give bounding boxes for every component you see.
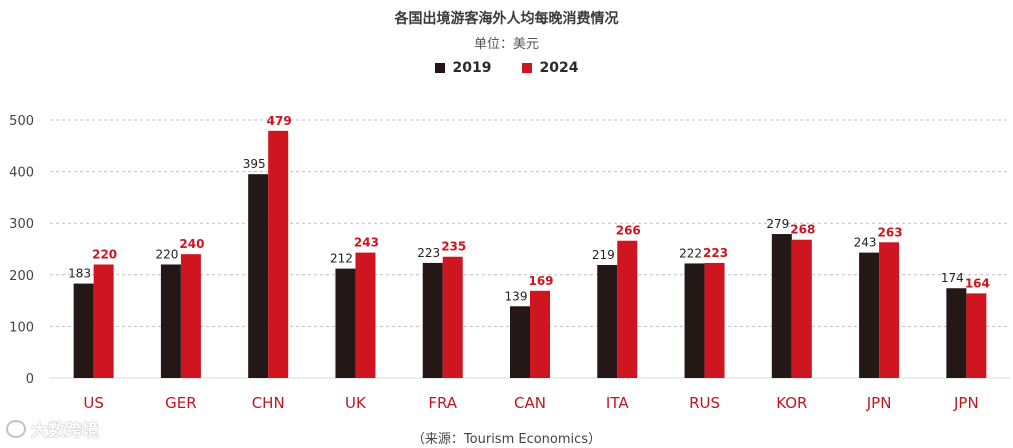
data-label-2019: 243 xyxy=(854,236,877,250)
legend-label-2019: 2019 xyxy=(452,60,492,76)
bar-2024-uk xyxy=(355,252,376,378)
data-label-2019: 183 xyxy=(68,267,91,281)
bar-2024-jpn xyxy=(879,242,900,378)
x-tick-label: RUS xyxy=(689,394,720,412)
bar-2024-jpn xyxy=(966,293,987,378)
y-tick-label: 0 xyxy=(26,372,34,387)
data-label-2024: 169 xyxy=(528,274,553,288)
x-tick-label: JPN xyxy=(953,394,979,412)
data-label-2019: 219 xyxy=(592,248,615,262)
y-tick-label: 100 xyxy=(9,320,34,335)
bar-2019-ita xyxy=(597,264,618,378)
data-label-2024: 268 xyxy=(790,223,815,237)
bar-2024-rus xyxy=(704,262,725,378)
bar-2024-us xyxy=(93,264,114,378)
bar-2019-kor xyxy=(771,234,792,378)
data-label-2019: 222 xyxy=(679,246,702,260)
x-tick-label: GER xyxy=(165,394,197,412)
data-label-2024: 220 xyxy=(92,247,117,261)
watermark-text: 大数跨境 xyxy=(31,421,99,441)
x-tick-label: KOR xyxy=(776,394,807,412)
chart-legend: 2019 2024 xyxy=(0,60,1013,76)
x-tick-label: US xyxy=(83,394,104,412)
x-tick-label: UK xyxy=(345,394,367,412)
bar-2019-can xyxy=(510,306,530,378)
data-label-2019: 139 xyxy=(505,289,528,303)
legend-swatch-2019 xyxy=(434,63,445,73)
data-label-2024: 243 xyxy=(354,236,379,250)
bar-2019-us xyxy=(73,283,94,378)
bar-2019-fra xyxy=(422,262,443,378)
data-label-2019: 395 xyxy=(243,157,266,171)
data-label-2024: 263 xyxy=(878,225,903,239)
data-label-2024: 266 xyxy=(616,224,641,238)
data-label-2024: 223 xyxy=(703,246,728,260)
watermark-logo-icon xyxy=(6,419,26,438)
y-tick-label: 400 xyxy=(9,166,34,181)
bar-2019-rus xyxy=(684,263,705,378)
data-label-2024: 240 xyxy=(179,237,204,251)
data-label-2024: 479 xyxy=(267,114,292,128)
bar-2024-chn xyxy=(268,130,289,378)
legend-item-2024: 2024 xyxy=(521,60,579,76)
data-label-2024: 164 xyxy=(965,276,990,290)
y-tick-label: 300 xyxy=(9,217,34,232)
bar-2019-jpn xyxy=(946,288,967,378)
data-label-2019: 279 xyxy=(766,217,789,231)
x-tick-label: JPN xyxy=(866,394,892,412)
chart-title: 各国出境游客海外人均每晚消费情况 xyxy=(394,11,619,27)
legend-label-2024: 2024 xyxy=(539,60,579,76)
bar-2024-kor xyxy=(791,239,812,378)
bar-2019-chn xyxy=(248,174,269,378)
bar-2019-uk xyxy=(335,268,356,378)
data-label-2019: 174 xyxy=(941,271,964,285)
x-tick-label: FRA xyxy=(428,394,457,412)
data-label-2019: 212 xyxy=(330,252,353,266)
chart-source: （来源：Tourism Economics） xyxy=(411,432,602,447)
y-tick-label: 500 xyxy=(9,114,34,129)
y-tick-label: 200 xyxy=(9,269,34,284)
x-tick-label: CAN xyxy=(514,394,546,412)
bar-2024-ger xyxy=(180,254,201,378)
bar-2019-ger xyxy=(160,264,181,378)
data-label-2024: 235 xyxy=(441,240,466,254)
bar-2024-ita xyxy=(617,240,638,378)
x-tick-label: CHN xyxy=(252,394,285,412)
bar-2024-fra xyxy=(442,256,463,378)
bar-2024-can xyxy=(530,290,550,378)
bar-2019-jpn xyxy=(859,252,880,378)
x-tick-label: ITA xyxy=(606,394,629,412)
chart-subtitle: 单位：美元 xyxy=(473,37,539,52)
legend-item-2019: 2019 xyxy=(434,60,492,76)
data-label-2019: 223 xyxy=(417,246,440,260)
watermark: 大数跨境 xyxy=(6,416,99,441)
data-label-2019: 220 xyxy=(155,247,178,261)
legend-swatch-2024 xyxy=(521,63,532,73)
